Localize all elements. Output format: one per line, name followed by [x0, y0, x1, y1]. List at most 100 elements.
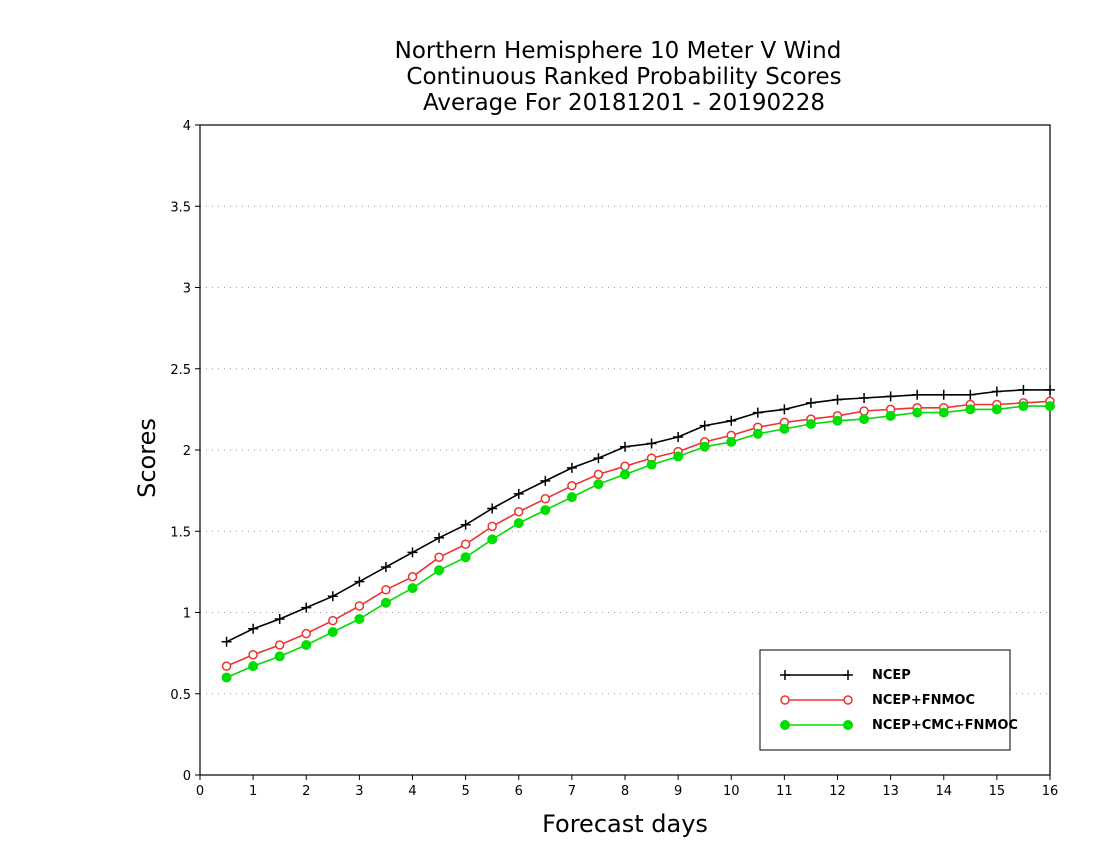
data-point — [407, 572, 418, 582]
x-tick-label: 6 — [515, 784, 523, 799]
legend: NCEP NCEP+FNMOC NCEP+CMC+FNMOC — [759, 649, 1018, 751]
chart-title-line-3: Average For 20181201 - 20190228 — [423, 90, 825, 116]
data-point — [274, 651, 285, 662]
y-axis-title: Scores — [133, 418, 161, 498]
data-point — [832, 394, 843, 405]
data-point — [566, 462, 577, 473]
data-point — [274, 614, 285, 624]
data-point — [327, 591, 338, 602]
data-point — [301, 640, 312, 650]
legend-marker — [780, 695, 790, 705]
x-tick-label: 12 — [829, 784, 846, 799]
data-point — [593, 453, 604, 464]
data-point — [221, 636, 232, 647]
x-axis-title: Forecast days — [542, 810, 708, 838]
series-2 — [221, 401, 1055, 683]
y-tick-label: 1.5 — [170, 525, 191, 540]
x-tick-label: 7 — [568, 784, 576, 799]
data-point — [434, 565, 445, 576]
data-point — [487, 534, 498, 545]
data-point — [407, 547, 418, 558]
data-point — [460, 539, 471, 549]
legend-label-ncep-fnmoc: NCEP+FNMOC — [872, 693, 975, 708]
data-point — [434, 552, 444, 562]
data-point — [407, 583, 418, 594]
data-point — [248, 623, 259, 634]
y-tick-label: 0.5 — [170, 688, 191, 703]
y-tick-label: 2.5 — [170, 363, 191, 378]
data-point — [885, 391, 896, 402]
y-tick-label: 1 — [183, 607, 191, 622]
legend-label-ncep-cmc-fnmoc: NCEP+CMC+FNMOC — [872, 718, 1018, 733]
data-point — [620, 469, 630, 480]
data-point — [380, 597, 391, 608]
data-point — [354, 576, 365, 587]
data-point — [1018, 401, 1029, 412]
data-point — [912, 407, 923, 418]
data-point — [859, 393, 870, 403]
legend-label-ncep: NCEP — [872, 668, 911, 683]
x-tick-label: 14 — [935, 784, 952, 799]
x-tick-label: 13 — [882, 784, 899, 799]
data-point — [938, 407, 949, 418]
data-point — [1045, 384, 1055, 395]
data-point — [514, 507, 524, 517]
data-point — [646, 438, 657, 449]
plot-frame — [199, 124, 1051, 776]
data-point — [673, 432, 684, 442]
y-tick-label: 0 — [183, 769, 191, 784]
x-tick-label: 5 — [461, 784, 469, 799]
data-point — [779, 423, 790, 434]
data-point — [513, 518, 524, 529]
data-point — [752, 428, 763, 439]
y-tick-label: 4 — [183, 119, 191, 134]
data-point — [540, 505, 551, 516]
data-point — [567, 481, 577, 491]
x-tick-label: 8 — [621, 784, 629, 799]
data-point — [752, 407, 763, 418]
chart-title-line-2: Continuous Ranked Probability Scores — [406, 64, 841, 90]
data-point — [221, 661, 232, 671]
data-point — [699, 441, 710, 452]
data-point — [938, 389, 949, 400]
chart-title-line-1: Northern Hemisphere 10 Meter V Wind — [395, 38, 842, 64]
data-point — [380, 562, 391, 572]
data-point — [859, 406, 869, 416]
data-point — [434, 532, 445, 543]
series-line — [226, 400, 1051, 667]
data-point — [593, 469, 604, 480]
data-point — [991, 386, 1002, 397]
legend-marker — [843, 670, 853, 680]
data-point — [1045, 401, 1055, 412]
data-point — [726, 436, 737, 447]
data-point — [620, 441, 630, 452]
data-point — [248, 650, 258, 660]
data-point — [859, 414, 870, 425]
data-point — [354, 601, 365, 611]
data-point — [965, 389, 976, 400]
data-point — [460, 552, 471, 563]
data-point — [965, 404, 976, 415]
data-point — [487, 521, 497, 532]
legend-marker — [843, 695, 853, 705]
data-point — [832, 415, 843, 426]
data-point — [699, 420, 710, 431]
x-tick-label: 0 — [196, 784, 204, 799]
series-line — [226, 405, 1050, 679]
data-point — [912, 389, 923, 400]
data-point — [301, 628, 311, 639]
y-tick-label: 3.5 — [170, 200, 191, 215]
series-line — [226, 389, 1050, 643]
data-point — [301, 602, 312, 613]
data-point — [487, 503, 498, 514]
data-point — [620, 461, 630, 471]
data-point — [566, 492, 577, 503]
data-point — [646, 459, 657, 470]
data-point — [221, 672, 232, 683]
legend-marker — [843, 720, 853, 730]
data-point — [779, 404, 790, 415]
data-point — [673, 451, 684, 462]
x-tick-label: 1 — [249, 784, 257, 799]
x-tick-label: 4 — [408, 784, 416, 799]
